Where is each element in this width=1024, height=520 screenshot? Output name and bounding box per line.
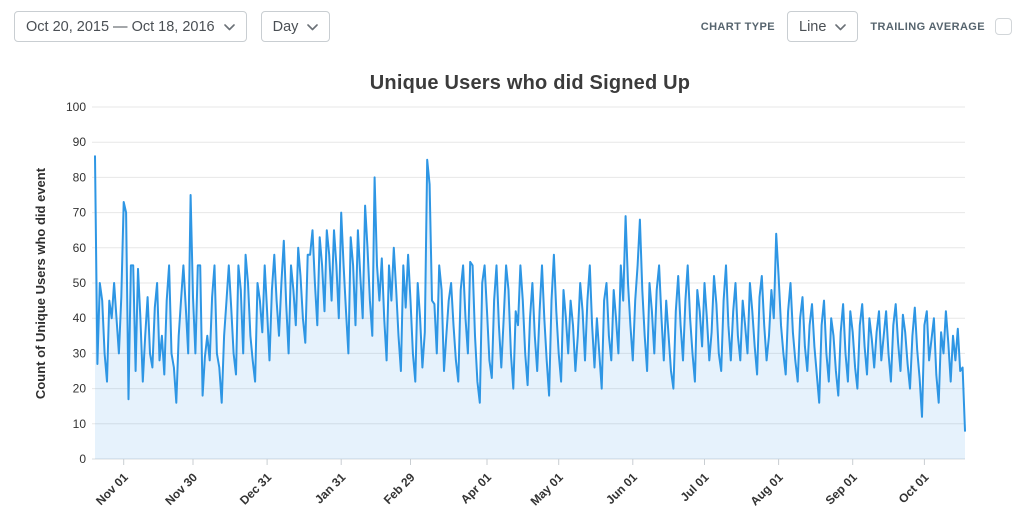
date-range-dropdown[interactable]: Oct 20, 2015 — Oct 18, 2016 <box>14 11 247 42</box>
y-tick-label: 20 <box>73 382 87 396</box>
chevron-down-icon <box>307 19 319 35</box>
granularity-dropdown[interactable]: Day <box>260 11 331 42</box>
chart-type-value: Line <box>799 18 827 35</box>
chart-title: Unique Users who did Signed Up <box>369 72 691 94</box>
y-tick-label: 40 <box>73 311 87 325</box>
chart-type-label: CHART TYPE <box>700 20 775 33</box>
x-tick-label: Jan 31 <box>312 470 349 507</box>
x-tick-label: Dec 31 <box>237 470 274 507</box>
y-tick-label: 100 <box>66 100 86 114</box>
chart-options-group: CHART TYPE Line TRAILING AVERAGE <box>701 11 1012 42</box>
x-tick-label: Apr 01 <box>458 470 495 507</box>
trailing-average-checkbox[interactable] <box>995 18 1012 35</box>
granularity-value: Day <box>272 18 299 35</box>
x-tick-label: May 01 <box>528 470 566 508</box>
y-tick-label: 60 <box>73 241 87 255</box>
x-tick-label: Oct 01 <box>896 470 932 506</box>
x-tick-label: Jun 01 <box>603 470 640 507</box>
series-line[interactable] <box>94 155 966 432</box>
chevron-down-icon <box>835 19 847 35</box>
top-control-bar: Oct 20, 2015 — Oct 18, 2016 Day CHART TY… <box>0 11 1024 42</box>
date-range-value: Oct 20, 2015 — Oct 18, 2016 <box>26 18 215 35</box>
trailing-average-label: TRAILING AVERAGE <box>870 20 985 33</box>
x-tick-label: Feb 29 <box>381 470 418 507</box>
line-chart[interactable]: 0 10 20 30 40 50 60 70 80 90 100 Nov 01 Nov 30 Dec 31… <box>0 95 1024 520</box>
y-tick-label: 0 <box>79 452 86 466</box>
x-tick-label: Jul 01 <box>678 470 712 504</box>
y-tick-label: 50 <box>73 276 87 290</box>
x-tick-label: Nov 01 <box>93 470 131 508</box>
chart-type-dropdown[interactable]: Line <box>787 11 859 42</box>
y-tick-label: 90 <box>73 135 87 149</box>
chevron-down-icon <box>223 19 235 35</box>
x-tick-label: Sep 01 <box>823 470 860 507</box>
y-tick-label: 10 <box>73 417 87 431</box>
x-tick-label: Aug 01 <box>748 470 786 508</box>
x-tick-label: Nov 30 <box>162 470 200 508</box>
y-tick-label: 80 <box>73 170 87 184</box>
y-tick-label: 30 <box>73 346 87 360</box>
y-tick-label: 70 <box>73 206 87 220</box>
